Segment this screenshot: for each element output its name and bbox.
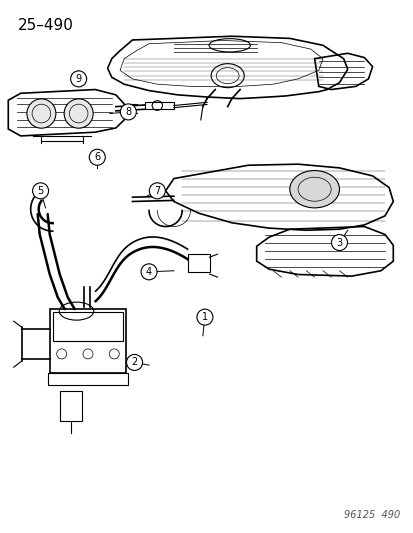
Text: 3: 3 bbox=[336, 238, 342, 247]
Text: 5: 5 bbox=[37, 186, 44, 196]
Circle shape bbox=[141, 264, 157, 280]
Bar bbox=[47, 373, 128, 385]
Text: 6: 6 bbox=[94, 152, 100, 162]
Text: 2: 2 bbox=[131, 358, 138, 367]
Circle shape bbox=[71, 71, 86, 87]
Text: 25–490: 25–490 bbox=[18, 18, 74, 33]
Ellipse shape bbox=[27, 99, 56, 128]
Bar bbox=[187, 254, 209, 272]
Bar bbox=[59, 391, 81, 421]
Ellipse shape bbox=[64, 99, 93, 128]
Text: 4: 4 bbox=[146, 267, 152, 277]
Bar bbox=[52, 312, 123, 341]
Text: 1: 1 bbox=[202, 312, 207, 322]
Circle shape bbox=[120, 104, 136, 120]
Ellipse shape bbox=[289, 171, 339, 208]
Text: 96125  490: 96125 490 bbox=[343, 510, 399, 520]
Text: 9: 9 bbox=[76, 74, 81, 84]
Circle shape bbox=[89, 149, 105, 165]
Text: 8: 8 bbox=[125, 107, 131, 117]
Text: 7: 7 bbox=[154, 186, 160, 196]
Bar bbox=[50, 309, 126, 373]
Circle shape bbox=[331, 235, 347, 251]
Circle shape bbox=[149, 183, 165, 199]
Circle shape bbox=[33, 183, 48, 199]
Circle shape bbox=[126, 354, 142, 370]
Circle shape bbox=[197, 309, 212, 325]
